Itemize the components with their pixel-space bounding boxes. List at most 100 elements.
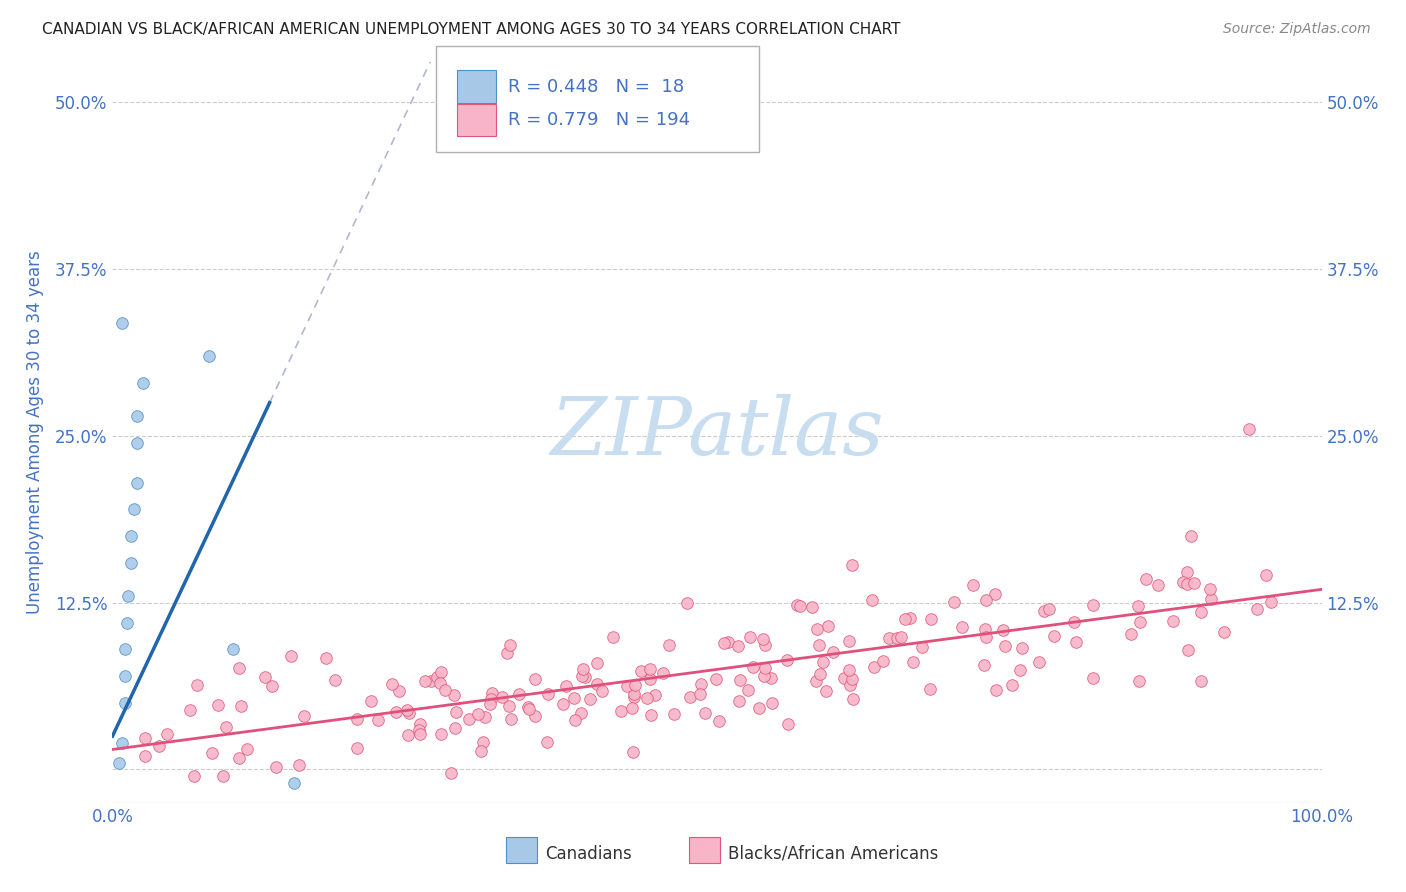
Point xyxy=(117,589,139,603)
Point xyxy=(877,631,900,645)
Point xyxy=(207,698,229,712)
Point xyxy=(495,646,517,660)
Point xyxy=(574,670,596,684)
Point xyxy=(228,751,250,765)
Point xyxy=(950,620,973,634)
Point xyxy=(264,760,287,774)
Point xyxy=(838,663,860,677)
Point xyxy=(761,697,783,711)
Point xyxy=(323,673,346,687)
Point xyxy=(198,349,221,363)
Point xyxy=(644,688,666,702)
Point xyxy=(1237,422,1260,436)
Point xyxy=(579,691,602,706)
Point xyxy=(120,529,142,543)
Text: ZIPatlas: ZIPatlas xyxy=(550,394,884,471)
Point xyxy=(569,706,592,720)
Point xyxy=(519,701,541,715)
Point xyxy=(1184,576,1206,591)
Point xyxy=(443,689,465,703)
Point xyxy=(215,720,238,734)
Point xyxy=(1032,604,1054,618)
Point xyxy=(821,645,844,659)
Point xyxy=(409,726,432,740)
Point xyxy=(842,692,865,706)
Point xyxy=(754,638,776,652)
Point xyxy=(709,714,731,729)
Point xyxy=(280,648,302,663)
Point xyxy=(813,655,835,669)
Point xyxy=(125,475,148,490)
Point xyxy=(315,651,337,665)
Point xyxy=(501,713,523,727)
Point xyxy=(481,686,503,700)
Point xyxy=(1199,582,1222,596)
Point xyxy=(236,741,259,756)
Point xyxy=(962,578,984,592)
Point xyxy=(498,699,520,714)
Y-axis label: Unemployment Among Ages 30 to 34 years: Unemployment Among Ages 30 to 34 years xyxy=(25,251,44,615)
Text: Canadians: Canadians xyxy=(546,845,633,863)
Point xyxy=(360,694,382,708)
Point xyxy=(508,687,530,701)
Point xyxy=(748,701,770,715)
Point xyxy=(201,746,224,760)
Point xyxy=(623,690,645,705)
Point xyxy=(1177,643,1199,657)
Point xyxy=(974,622,997,636)
Point xyxy=(713,636,735,650)
Point xyxy=(517,699,540,714)
Point xyxy=(638,662,661,676)
Point xyxy=(838,678,860,692)
Point xyxy=(886,631,908,645)
Point xyxy=(433,683,456,698)
Text: CANADIAN VS BLACK/AFRICAN AMERICAN UNEMPLOYMENT AMONG AGES 30 TO 34 YEARS CORREL: CANADIAN VS BLACK/AFRICAN AMERICAN UNEMP… xyxy=(42,22,901,37)
Point xyxy=(920,612,942,626)
Point xyxy=(1128,673,1150,688)
Point xyxy=(893,612,915,626)
Point xyxy=(901,655,924,669)
Point xyxy=(1254,568,1277,582)
Point xyxy=(111,316,134,330)
Text: Source: ZipAtlas.com: Source: ZipAtlas.com xyxy=(1223,22,1371,37)
Point xyxy=(808,638,831,652)
Point xyxy=(1001,678,1024,692)
Point xyxy=(551,698,574,712)
Point xyxy=(754,661,776,675)
Point xyxy=(1081,671,1104,685)
Point xyxy=(759,671,782,685)
Point xyxy=(911,640,934,654)
Point xyxy=(179,703,201,717)
Point xyxy=(283,776,305,790)
Point xyxy=(1011,641,1033,656)
Point xyxy=(636,690,658,705)
Point xyxy=(740,630,762,644)
Point xyxy=(260,680,283,694)
Point xyxy=(1146,578,1168,592)
Point xyxy=(474,709,496,723)
Point xyxy=(537,687,560,701)
Point xyxy=(1043,629,1066,643)
Point xyxy=(120,556,142,570)
Point xyxy=(408,723,430,738)
Point xyxy=(228,661,250,675)
Point xyxy=(1010,664,1032,678)
Point xyxy=(1175,565,1198,579)
Point xyxy=(381,677,404,691)
Point xyxy=(1189,673,1212,688)
Point xyxy=(444,721,467,735)
Point xyxy=(367,714,389,728)
Point xyxy=(107,756,129,770)
Point xyxy=(134,748,156,763)
Point xyxy=(994,640,1017,654)
Point xyxy=(776,717,799,731)
Point xyxy=(536,734,558,748)
Point xyxy=(658,638,681,652)
Point xyxy=(122,502,145,516)
Point xyxy=(662,706,685,721)
Point xyxy=(621,745,644,759)
Point xyxy=(862,659,884,673)
Point xyxy=(429,727,451,741)
Point xyxy=(471,735,494,749)
Point xyxy=(1180,529,1202,543)
